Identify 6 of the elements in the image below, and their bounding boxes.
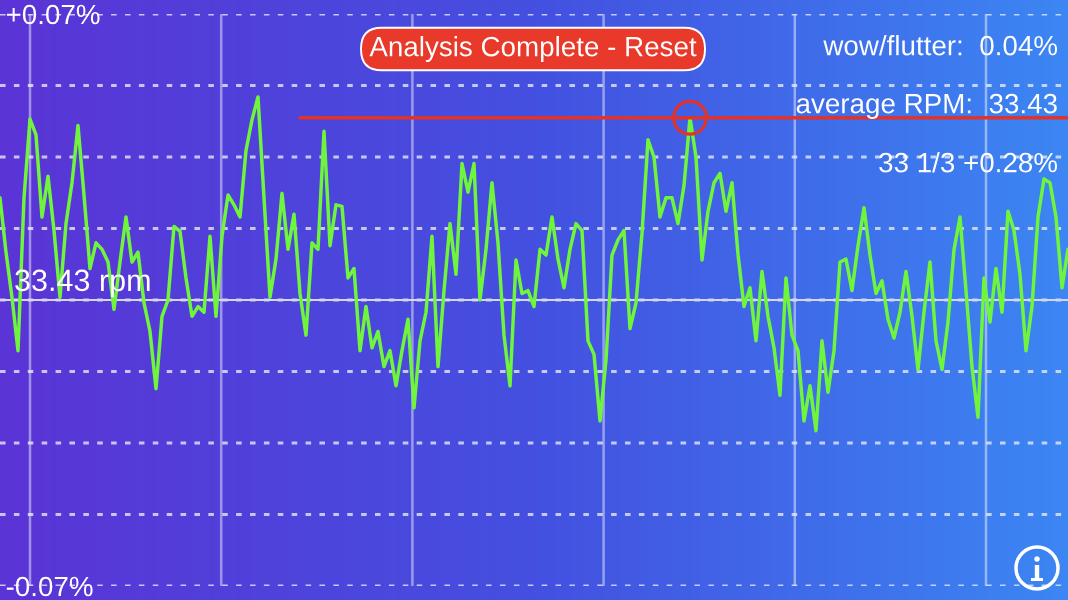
y-tick-label: -0.07% (6, 576, 93, 597)
annotation: 33 1/3 +0.28% (879, 152, 1058, 173)
annotation: average RPM: 33.43 (796, 93, 1057, 119)
annotation: Analysis Complete - Reset (369, 36, 697, 62)
y-tick-label: +0.07% (6, 4, 100, 25)
annotation: wow/flutter: 0.04% (823, 35, 1058, 56)
